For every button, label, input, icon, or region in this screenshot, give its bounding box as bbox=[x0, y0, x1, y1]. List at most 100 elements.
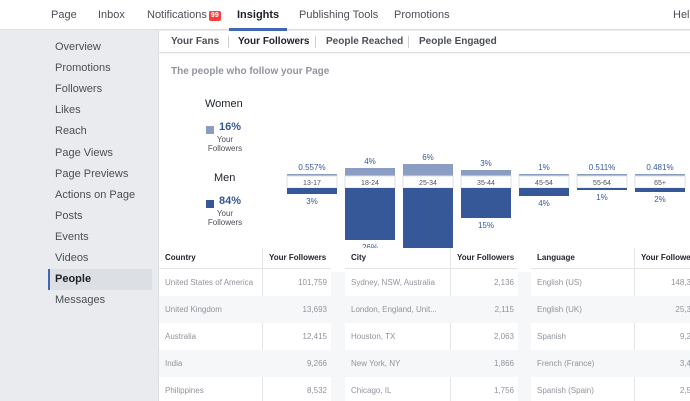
tab-page[interactable]: Page bbox=[51, 9, 77, 21]
men-bar bbox=[403, 188, 453, 256]
table-row: English (US) 148,3 bbox=[531, 269, 690, 296]
column-divider bbox=[262, 248, 263, 401]
age-gender-chart: 13-170.557%3%18-244%26%25-346%34%35-443%… bbox=[286, 153, 686, 256]
age-tick-label: 55-64 bbox=[593, 180, 611, 187]
subtab-your-followers[interactable]: Your Followers bbox=[238, 36, 310, 47]
table-row: London, England, Unit... 2,115 bbox=[345, 296, 518, 323]
men-swatch bbox=[206, 200, 214, 208]
women-label: Women bbox=[205, 98, 243, 110]
sidebar-item-videos[interactable]: Videos bbox=[55, 252, 89, 264]
men-percent: 84% bbox=[219, 195, 242, 207]
age-tick-label: 13-17 bbox=[303, 180, 321, 187]
table-cell: 1,756 bbox=[493, 386, 514, 395]
table-row: French (France) 3,4 bbox=[531, 350, 690, 377]
language-table: Language Your Followe English (US) 148,3 … bbox=[531, 248, 690, 401]
column-header: Your Followe bbox=[641, 253, 690, 262]
subtab-people-engaged[interactable]: People Engaged bbox=[419, 36, 497, 47]
women-bar bbox=[287, 174, 337, 176]
women-bar bbox=[577, 174, 627, 176]
column-header: City bbox=[351, 253, 367, 262]
table-cell: 101,759 bbox=[298, 278, 327, 287]
women-bar bbox=[345, 168, 395, 176]
men-bar bbox=[287, 188, 337, 194]
table-cell: Houston, TX bbox=[351, 332, 396, 341]
women-bar bbox=[635, 174, 685, 176]
column-header: Language bbox=[537, 253, 575, 262]
men-bar bbox=[635, 188, 685, 192]
tab-help[interactable]: Help bbox=[673, 9, 690, 21]
table-cell: 1,866 bbox=[493, 359, 514, 368]
tab-notifications[interactable]: Notifications 99 bbox=[147, 0, 221, 30]
table-cell: United Kingdom bbox=[165, 305, 222, 314]
table-cell: 9,2 bbox=[679, 332, 690, 341]
sidebar-item-promotions[interactable]: Promotions bbox=[55, 62, 111, 74]
sidebar-item-events[interactable]: Events bbox=[55, 231, 89, 243]
men-data-label: 2% bbox=[654, 195, 666, 204]
table-cell: 8,532 bbox=[306, 386, 327, 395]
table-row: Spanish (Spain) 2,5 bbox=[531, 377, 690, 401]
sidebar-item-page-previews[interactable]: Page Previews bbox=[55, 168, 129, 180]
subtab-your-fans[interactable]: Your Fans bbox=[171, 36, 220, 47]
sidebar-item-overview[interactable]: Overview bbox=[55, 41, 101, 53]
table-row: New York, NY 1,866 bbox=[345, 350, 518, 377]
table-header: City Your Followers bbox=[345, 248, 518, 269]
men-data-label: 4% bbox=[538, 199, 550, 208]
table-row: Spanish 9,2 bbox=[531, 323, 690, 350]
table-row: India 9,266 bbox=[159, 350, 331, 377]
sidebar-item-messages[interactable]: Messages bbox=[55, 294, 106, 306]
sidebar-item-posts[interactable]: Posts bbox=[55, 210, 83, 222]
men-label: Men bbox=[214, 172, 236, 184]
table-cell: Philippines bbox=[165, 386, 204, 395]
top-navigation: Page Inbox Notifications 99 Insights Publ… bbox=[0, 0, 690, 31]
women-bar bbox=[519, 174, 569, 176]
subtab-people-reached[interactable]: People Reached bbox=[326, 36, 404, 47]
column-header: Your Followers bbox=[269, 253, 327, 262]
sidebar: Overview Promotions Followers Likes Reac… bbox=[0, 31, 158, 401]
women-data-label: 0.511% bbox=[589, 163, 616, 172]
table-row: English (UK) 25,3 bbox=[531, 296, 690, 323]
men-data-label: 1% bbox=[596, 193, 608, 202]
sidebar-item-actions-on-page[interactable]: Actions on Page bbox=[55, 189, 136, 201]
men-data-label: 15% bbox=[478, 221, 494, 230]
table-cell: 2,136 bbox=[493, 278, 514, 287]
sidebar-item-likes[interactable]: Likes bbox=[55, 104, 81, 116]
table-row: United Kingdom 13,693 bbox=[159, 296, 331, 323]
table-header: Language Your Followe bbox=[531, 248, 690, 269]
table-cell: Australia bbox=[165, 332, 197, 341]
table-cell: Spanish bbox=[537, 332, 566, 341]
country-table: Country Your Followers United States of … bbox=[159, 248, 331, 401]
table-row: United States of America 101,759 bbox=[159, 269, 331, 296]
tab-promotions[interactable]: Promotions bbox=[394, 9, 450, 21]
women-percent: 16% bbox=[219, 121, 242, 133]
subtab-divider bbox=[228, 36, 229, 48]
women-data-label: 0.481% bbox=[646, 163, 673, 172]
table-cell: English (US) bbox=[537, 278, 582, 287]
table-cell: Chicago, IL bbox=[351, 386, 392, 395]
age-tick-label: 65+ bbox=[654, 180, 666, 187]
tab-inbox[interactable]: Inbox bbox=[98, 9, 125, 21]
tab-publishing-tools[interactable]: Publishing Tools bbox=[299, 9, 379, 21]
women-data-label: 1% bbox=[538, 163, 550, 172]
table-cell: 3,4 bbox=[679, 359, 690, 368]
table-cell: English (UK) bbox=[537, 305, 582, 314]
sidebar-item-people[interactable]: People bbox=[48, 269, 152, 290]
table-cell: 2,5 bbox=[679, 386, 690, 395]
table-row: Australia 12,415 bbox=[159, 323, 331, 350]
women-data-label: 3% bbox=[480, 159, 492, 168]
table-cell: United States of America bbox=[165, 278, 254, 287]
men-bar bbox=[577, 188, 627, 190]
sidebar-item-page-views[interactable]: Page Views bbox=[55, 147, 113, 159]
men-data-label: 3% bbox=[306, 197, 318, 206]
sidebar-item-followers[interactable]: Followers bbox=[55, 83, 103, 95]
table-row: Houston, TX 2,063 bbox=[345, 323, 518, 350]
sidebar-item-reach[interactable]: Reach bbox=[55, 125, 87, 137]
table-cell: 2,115 bbox=[494, 305, 514, 314]
age-tick-label: 35-44 bbox=[477, 180, 495, 187]
column-divider bbox=[634, 248, 635, 401]
women-sublabel: Your Followers bbox=[207, 135, 243, 153]
column-header: Country bbox=[165, 253, 196, 262]
tab-insights[interactable]: Insights bbox=[228, 0, 288, 31]
women-data-label: 0.557% bbox=[298, 163, 325, 172]
women-data-label: 4% bbox=[364, 157, 376, 166]
table-cell: 148,3 bbox=[670, 278, 690, 287]
